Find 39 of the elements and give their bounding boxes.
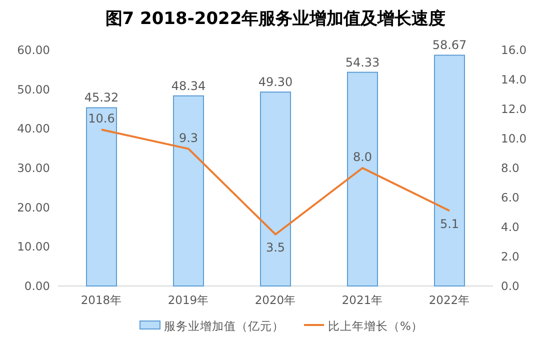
data-label: 8.0 (352, 150, 372, 164)
data-label: 5.1 (440, 216, 460, 231)
legend-label: 服务业增加值（亿元） (164, 319, 284, 333)
data-label: 48.34 (171, 78, 206, 93)
y2-tick-label: 8.0 (501, 161, 520, 175)
y-tick-label: 50.00 (17, 82, 50, 96)
data-label: 45.32 (84, 90, 119, 105)
data-label: 54.33 (345, 55, 380, 70)
y-tick-label: 30.00 (17, 161, 50, 175)
y2-tick-label: 6.0 (501, 190, 520, 204)
x-tick-label: 2020年 (254, 293, 296, 307)
y2-tick-label: 2.0 (501, 250, 520, 264)
x-tick-label: 2019年 (168, 293, 210, 307)
data-label: 58.67 (432, 38, 467, 52)
bar (434, 54, 465, 286)
y-tick-label: 20.00 (17, 200, 50, 214)
y2-tick-label: 10.0 (501, 132, 527, 146)
y2-tick-label: 0.0 (501, 279, 520, 293)
y2-tick-label: 12.0 (501, 102, 527, 116)
y-tick-label: 40.00 (17, 122, 50, 136)
x-tick-label: 2018年 (80, 293, 122, 307)
chart-title: 图7 2018-2022年服务业增加值及增长速度 (105, 9, 446, 29)
y-tick-label: 0.00 (24, 279, 50, 293)
data-label: 9.3 (178, 130, 198, 145)
data-label: 3.5 (266, 240, 286, 254)
x-tick-label: 2022年 (428, 293, 470, 307)
x-tick-label: 2021年 (342, 293, 384, 307)
y-tick-label: 10.00 (17, 240, 50, 254)
y2-tick-label: 4.0 (501, 220, 520, 234)
legend-label: 比上年增长（%） (328, 319, 423, 333)
y-tick-label: 60.00 (17, 43, 50, 57)
data-label: 49.30 (258, 75, 293, 90)
bar (86, 107, 117, 286)
y2-tick-label: 14.0 (501, 72, 527, 86)
bar (347, 72, 378, 286)
data-label: 10.6 (88, 112, 115, 126)
bar (173, 95, 204, 286)
y2-tick-label: 16.0 (501, 43, 527, 57)
bar (260, 92, 291, 286)
